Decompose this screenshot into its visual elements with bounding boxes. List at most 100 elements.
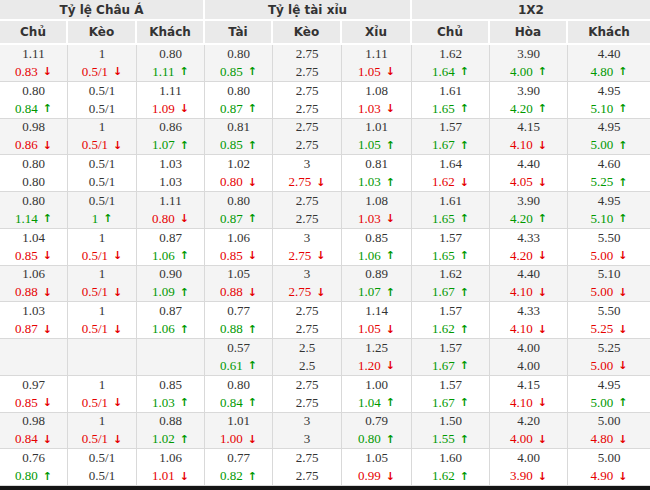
odds-value: 0.87: [220, 211, 243, 227]
odds-value: 0.84: [15, 431, 38, 447]
odds-value: 1.57: [439, 377, 462, 393]
odds-value: 0.5/1: [89, 101, 115, 117]
odds-cell: 3: [273, 155, 342, 173]
odds-cell: 2.75: [273, 449, 342, 467]
odds-cell: 1.67↑: [412, 357, 490, 375]
odds-cell: 1.03↑: [342, 173, 412, 191]
odds-value: 2.75: [296, 101, 319, 117]
odds-cell: 3.90↓: [490, 467, 568, 485]
down-arrow-icon: ↓: [618, 360, 627, 371]
odds-cell: 1.01: [205, 413, 273, 431]
odds-value: 0.84: [15, 101, 38, 117]
odds-value: 4.90: [591, 468, 614, 484]
odds-cell: 4.15: [490, 376, 568, 394]
up-arrow-icon: ↑: [386, 250, 395, 261]
odds-cell: 1.05: [342, 449, 412, 467]
odds-value: 1.03: [22, 303, 45, 319]
odds-value: 0.83: [15, 64, 38, 80]
current-odds-row: 0.85↓0.5/1↓1.06↑0.85↓2.75↓1.06↑1.65↑4.20…: [0, 247, 650, 265]
up-arrow-icon: ↑: [618, 397, 627, 408]
odds-cell: 0.5/1: [68, 449, 137, 467]
odds-cell: 4.10↓: [490, 283, 568, 301]
odds-value: 2.75: [296, 119, 319, 135]
down-arrow-icon: ↓: [386, 103, 395, 114]
column-header-ah-line: Kèo: [68, 21, 137, 43]
down-arrow-icon: ↓: [43, 287, 52, 298]
odds-value: 4.00: [510, 64, 533, 80]
column-header-1x2-draw: Hòa: [490, 21, 568, 43]
odds-value: 2.5: [299, 358, 315, 374]
odds-cell: 5.25↑: [568, 173, 650, 191]
odds-value: 0.88: [220, 321, 243, 337]
down-arrow-icon: ↓: [113, 397, 122, 408]
odds-cell: 4.95: [568, 119, 650, 137]
odds-value: 0.87: [159, 230, 182, 246]
odds-cell: 5.00↑: [568, 136, 650, 154]
odds-cell: 1.25: [342, 339, 412, 357]
odds-value: 0.80: [358, 431, 381, 447]
odds-cell: 2.75: [273, 394, 342, 412]
down-arrow-icon: ↓: [538, 250, 547, 261]
odds-cell: 0.87↑: [205, 210, 273, 228]
odds-cell: 5.50: [568, 302, 650, 320]
odds-cell: 0.98: [0, 413, 68, 431]
down-arrow-icon: ↓: [386, 66, 395, 77]
odds-row-group: 0.800.5/11.110.802.751.081.613.904.951.1…: [0, 192, 650, 229]
odds-cell: 1.05↓: [342, 320, 412, 338]
odds-value: 0.80: [15, 468, 38, 484]
up-arrow-icon: ↑: [460, 103, 469, 114]
odds-cell: 0.85↓: [0, 247, 68, 265]
odds-value: 4.10: [510, 395, 533, 411]
odds-value: 4.00: [517, 450, 540, 466]
odds-cell: 1: [68, 45, 137, 63]
column-header-ou-over: Tài: [205, 21, 273, 43]
odds-value: 0.86: [15, 137, 38, 153]
odds-value: 4.33: [517, 303, 540, 319]
current-odds-row: 0.800.5/11.030.80↓2.75↓1.03↑1.62↓4.05↓5.…: [0, 173, 650, 191]
odds-cell: 0.98: [0, 119, 68, 137]
odds-cell: 0.88: [137, 413, 205, 431]
section-header-1x2: 1X2: [412, 0, 650, 19]
odds-cell: 0.85: [342, 229, 412, 247]
odds-value: 0.5/1: [82, 137, 108, 153]
down-arrow-icon: ↓: [618, 250, 627, 261]
odds-value: 4.95: [598, 193, 621, 209]
odds-cell: 0.85: [137, 376, 205, 394]
odds-value: 5.00: [591, 395, 614, 411]
odds-cell: 1.03: [137, 155, 205, 173]
odds-cell: 4.80↑: [568, 63, 650, 81]
odds-cell: 1.55↑: [412, 430, 490, 448]
odds-cell: 1.06: [137, 449, 205, 467]
odds-row-group: 0.9710.850.802.751.001.574.154.950.85↓0.…: [0, 376, 650, 413]
up-arrow-icon: ↑: [386, 434, 395, 445]
odds-value: 3.90: [517, 83, 540, 99]
odds-cell: 4.95: [568, 376, 650, 394]
odds-value: 2.75: [296, 303, 319, 319]
odds-cell: 4.00↓: [490, 430, 568, 448]
odds-cell: 1.06: [0, 266, 68, 284]
opening-odds-row: 1.1110.800.802.751.111.623.904.40: [0, 45, 650, 63]
up-arrow-icon: ↑: [618, 66, 627, 77]
odds-value: 3.90: [510, 468, 533, 484]
odds-value: 0.5/1: [82, 321, 108, 337]
odds-value: 1.06: [22, 266, 45, 282]
odds-cell: 0.79: [342, 413, 412, 431]
odds-cell: 0.80: [0, 82, 68, 100]
odds-value: 0.85: [159, 377, 182, 393]
down-arrow-icon: ↓: [113, 250, 122, 261]
odds-value: 1.00: [365, 377, 388, 393]
odds-cell: 0.88↓: [0, 283, 68, 301]
odds-value: 1.55: [432, 431, 455, 447]
odds-cell: 1↑: [68, 210, 137, 228]
odds-value: 0.5/1: [89, 193, 115, 209]
odds-value: 1.11: [365, 46, 387, 62]
odds-value: 2.75: [296, 83, 319, 99]
odds-value: 0.85: [220, 64, 243, 80]
odds-cell: 1.06↑: [137, 320, 205, 338]
odds-value: 0.57: [227, 340, 250, 356]
odds-value: 3: [304, 156, 311, 172]
odds-cell: 0.81: [205, 119, 273, 137]
odds-cell: 4.95: [568, 82, 650, 100]
odds-cell: 5.00: [568, 413, 650, 431]
odds-cell: 1.03: [137, 173, 205, 191]
